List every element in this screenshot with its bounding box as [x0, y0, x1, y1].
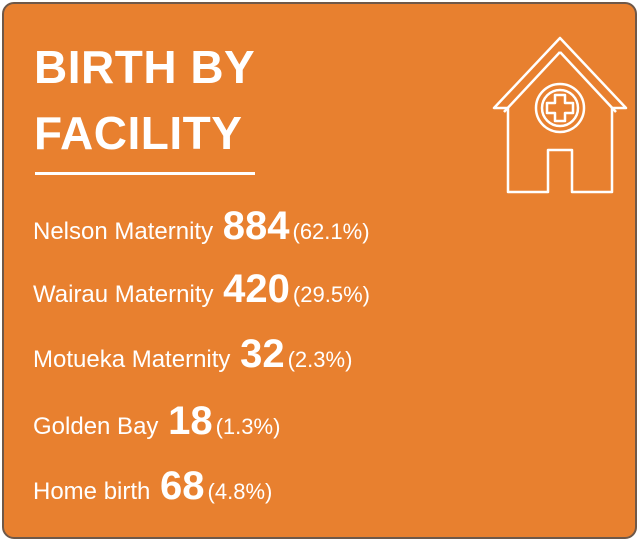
- card: BIRTH BY FACILITY Nelson Maternity 884 (6…: [2, 2, 637, 539]
- birth-share: (1.3%): [215, 414, 281, 439]
- facility-name: Home birth: [33, 478, 151, 505]
- birth-count: 884: [222, 204, 290, 248]
- facility-name: Golden Bay: [33, 413, 159, 440]
- facility-name: Wairau Maternity: [33, 281, 214, 308]
- facility-row: Nelson Maternity 884 (62.1%): [33, 204, 370, 254]
- birth-count: 420: [223, 267, 290, 311]
- birth-share: (62.1%): [292, 219, 370, 244]
- facility-row: Wairau Maternity 420 (29.5%): [33, 267, 370, 317]
- hospital-icon: [492, 36, 628, 194]
- birth-count: 32: [240, 332, 285, 376]
- birth-share: (29.5%): [292, 282, 370, 307]
- title: BIRTH BY FACILITY: [34, 41, 255, 159]
- birth-share: (4.8%): [207, 479, 273, 504]
- facility-row: Home birth 68 (4.8%): [33, 464, 272, 514]
- facility-name: Motueka Maternity: [33, 346, 231, 373]
- title-underline: [35, 172, 255, 175]
- birth-count: 18: [168, 399, 213, 443]
- facility-row: Golden Bay 18 (1.3%): [33, 399, 280, 449]
- facility-row: Motueka Maternity 32 (2.3%): [33, 332, 352, 382]
- birth-share: (2.3%): [287, 347, 353, 372]
- birth-count: 68: [160, 464, 205, 508]
- facility-name: Nelson Maternity: [33, 218, 214, 245]
